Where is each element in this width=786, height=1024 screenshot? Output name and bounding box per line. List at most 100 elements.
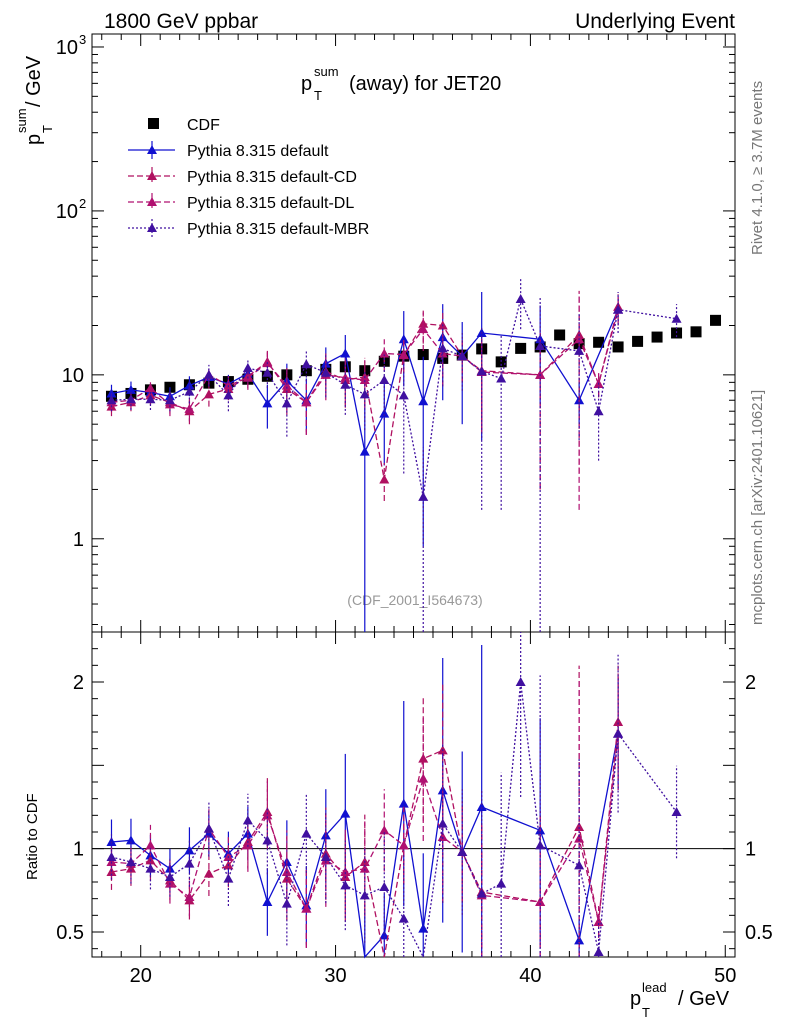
ratio-point bbox=[145, 840, 156, 850]
ratio-point bbox=[398, 840, 409, 850]
ratio-point bbox=[281, 873, 292, 883]
ratio-point bbox=[379, 930, 390, 940]
ratio-point bbox=[398, 913, 409, 923]
series-point bbox=[340, 348, 351, 358]
cdf-point bbox=[651, 331, 663, 343]
ratio-point bbox=[457, 847, 468, 856]
ratio-point bbox=[125, 857, 136, 866]
legend-marker bbox=[147, 145, 157, 154]
x-tick-label: 40 bbox=[519, 965, 541, 987]
y-tick-label: 10 bbox=[56, 201, 78, 223]
svg-text:/ GeV: / GeV bbox=[678, 988, 730, 1010]
ratio-point bbox=[184, 858, 195, 868]
cdf-point bbox=[300, 365, 312, 377]
ratio-point bbox=[320, 852, 331, 861]
ratio-point bbox=[574, 833, 585, 843]
main-series-group bbox=[105, 277, 722, 632]
ratio-point bbox=[398, 798, 409, 808]
watermark: (CDF_2001_I564673) bbox=[347, 592, 482, 608]
series-point bbox=[242, 363, 253, 373]
series-point bbox=[515, 294, 526, 304]
ratio-point bbox=[340, 880, 351, 890]
cdf-point bbox=[612, 341, 624, 353]
svg-text:lead: lead bbox=[642, 980, 667, 995]
series-point bbox=[418, 324, 429, 334]
cdf-point bbox=[710, 314, 722, 326]
x-tick-label: 30 bbox=[324, 965, 346, 987]
y-tick-label: 10 bbox=[62, 365, 84, 387]
ratio-point bbox=[535, 840, 546, 850]
series-point bbox=[262, 398, 273, 408]
series-point bbox=[457, 351, 468, 361]
ratio-tick-label-right: 2 bbox=[745, 672, 756, 694]
series-point bbox=[359, 375, 370, 385]
svg-text:T: T bbox=[642, 1005, 650, 1020]
chart-title: p sum T (away) for JET20 bbox=[301, 64, 501, 103]
ratio-point bbox=[535, 897, 546, 906]
series-point bbox=[106, 388, 117, 398]
legend-label: Pythia 8.315 default bbox=[187, 143, 329, 160]
y-tick-label: 1 bbox=[73, 529, 84, 551]
legend-marker bbox=[147, 223, 157, 232]
series-point bbox=[574, 345, 585, 355]
series-point bbox=[223, 390, 234, 400]
legend-item-mbr: Pythia 8.315 default-MBR bbox=[128, 219, 369, 238]
ratio-point bbox=[145, 863, 156, 873]
series-point bbox=[379, 375, 390, 385]
series-point bbox=[281, 398, 292, 408]
series-point bbox=[184, 403, 195, 413]
series-point bbox=[418, 396, 429, 406]
ratio-tick-label-right: 0.5 bbox=[745, 922, 773, 944]
legend-item-cd: Pythia 8.315 default-CD bbox=[128, 167, 357, 186]
cdf-point bbox=[554, 329, 566, 341]
legend-item-default: Pythia 8.315 default bbox=[128, 141, 329, 160]
svg-text:/ GeV: / GeV bbox=[23, 55, 45, 107]
x-axis-label: p lead T / GeV bbox=[630, 980, 730, 1020]
ratio-tick-label-right: 1 bbox=[745, 839, 756, 861]
series-point bbox=[398, 334, 409, 344]
svg-text:p: p bbox=[23, 134, 45, 145]
ratio-point bbox=[574, 860, 585, 870]
x-tick-label: 20 bbox=[130, 965, 152, 987]
cdf-point bbox=[515, 342, 527, 354]
series-mbr bbox=[106, 277, 682, 632]
ratio-series-group bbox=[106, 632, 682, 960]
ratio-line bbox=[111, 721, 619, 958]
svg-text:p: p bbox=[301, 73, 312, 95]
svg-text:T: T bbox=[40, 125, 55, 133]
series-point bbox=[359, 446, 370, 456]
series-point bbox=[184, 380, 195, 390]
ratio-point bbox=[203, 823, 214, 833]
ratio-point bbox=[359, 863, 370, 873]
header-left: 1800 GeV ppbar bbox=[104, 10, 258, 33]
legend-marker bbox=[147, 197, 157, 206]
series-cdf bbox=[105, 314, 722, 402]
series-point bbox=[184, 386, 195, 396]
series-point bbox=[437, 343, 448, 353]
header-right: Underlying Event bbox=[575, 10, 735, 33]
ratio-point bbox=[671, 807, 682, 816]
ratio-point bbox=[476, 802, 487, 811]
ratio-point bbox=[340, 867, 351, 876]
title-rest: (away) for JET20 bbox=[349, 73, 501, 95]
ratio-point bbox=[613, 728, 624, 738]
ratio-point bbox=[106, 837, 117, 846]
y-tick-exponent: 3 bbox=[79, 32, 86, 47]
series-point bbox=[379, 348, 390, 358]
cdf-point bbox=[593, 336, 605, 348]
series-point bbox=[476, 366, 487, 376]
legend-label: Pythia 8.315 default-MBR bbox=[187, 221, 369, 238]
svg-text:sum: sum bbox=[14, 108, 29, 133]
ratio-line bbox=[111, 681, 678, 960]
ratio-point bbox=[242, 840, 253, 850]
y-tick-exponent: 2 bbox=[79, 196, 86, 211]
legend-label: Pythia 8.315 default-CD bbox=[187, 169, 357, 186]
legend: CDF Pythia 8.315 default Pythia 8.315 defa… bbox=[128, 117, 369, 238]
series-point bbox=[203, 389, 214, 399]
ratio-point bbox=[301, 903, 312, 913]
ratio-plot-frame bbox=[91, 631, 736, 958]
series-point bbox=[145, 383, 156, 393]
ratio-point bbox=[593, 947, 604, 956]
title-sub: T bbox=[314, 88, 322, 103]
